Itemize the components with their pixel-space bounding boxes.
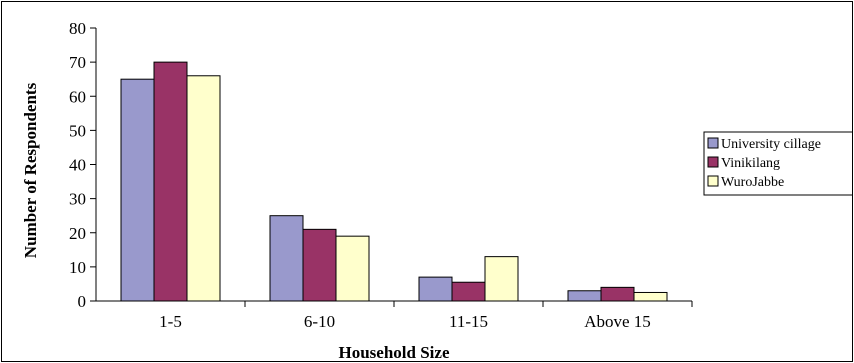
- legend-label: University cillage: [721, 137, 821, 152]
- y-axis-ticks: 0 10 20 30 40 50 60 70 80: [69, 19, 96, 311]
- y-tick-label: 50: [69, 121, 86, 140]
- bar: [451, 281, 486, 302]
- bar: [600, 286, 635, 302]
- x-tick-label: 11-15: [449, 312, 488, 331]
- y-tick-label: 20: [69, 224, 86, 243]
- bar: [484, 256, 519, 302]
- y-tick-label: 0: [78, 292, 87, 311]
- x-axis-ticks: 1-5 6-10 11-15 Above 15: [159, 301, 693, 331]
- bar: [335, 235, 370, 302]
- legend-swatch: [707, 137, 719, 149]
- bar: [186, 75, 221, 302]
- bar: [633, 291, 668, 302]
- x-tick-label: Above 15: [584, 312, 651, 331]
- legend-swatch: [707, 175, 719, 187]
- y-tick-label: 30: [69, 190, 86, 209]
- y-tick-label: 80: [69, 19, 86, 38]
- x-tick-label: 1-5: [159, 312, 182, 331]
- legend-label: WuroJabbe: [721, 175, 784, 190]
- bar: [567, 290, 602, 302]
- bar: [418, 276, 453, 302]
- legend-swatch: [707, 156, 719, 168]
- bars: [120, 61, 668, 302]
- bar: [120, 78, 155, 302]
- y-axis-title: Number of Respondents: [21, 82, 40, 258]
- y-tick-label: 10: [69, 258, 86, 277]
- legend-label: Vinikilang: [721, 156, 780, 171]
- bar: [153, 61, 188, 302]
- y-tick-label: 60: [69, 87, 86, 106]
- y-tick-label: 40: [69, 156, 86, 175]
- x-tick-label: 6-10: [304, 312, 335, 331]
- x-axis-title: Household Size: [339, 343, 450, 362]
- y-tick-label: 70: [69, 53, 86, 72]
- bar: [269, 215, 304, 302]
- bar: [302, 228, 337, 302]
- legend: University cillage Vinikilang WuroJabbe: [703, 131, 852, 196]
- legend-box: [703, 131, 852, 196]
